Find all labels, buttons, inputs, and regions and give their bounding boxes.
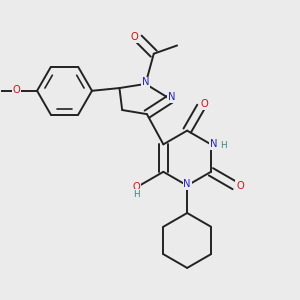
Text: N: N <box>183 179 191 189</box>
Text: N: N <box>210 139 217 149</box>
Text: O: O <box>131 32 139 42</box>
Text: N: N <box>168 92 176 102</box>
Text: H: H <box>220 141 226 150</box>
Text: O: O <box>236 181 244 190</box>
Text: N: N <box>142 77 149 87</box>
Text: O: O <box>133 182 140 192</box>
Text: H: H <box>133 190 140 199</box>
Text: O: O <box>200 99 208 109</box>
Text: O: O <box>13 85 20 95</box>
